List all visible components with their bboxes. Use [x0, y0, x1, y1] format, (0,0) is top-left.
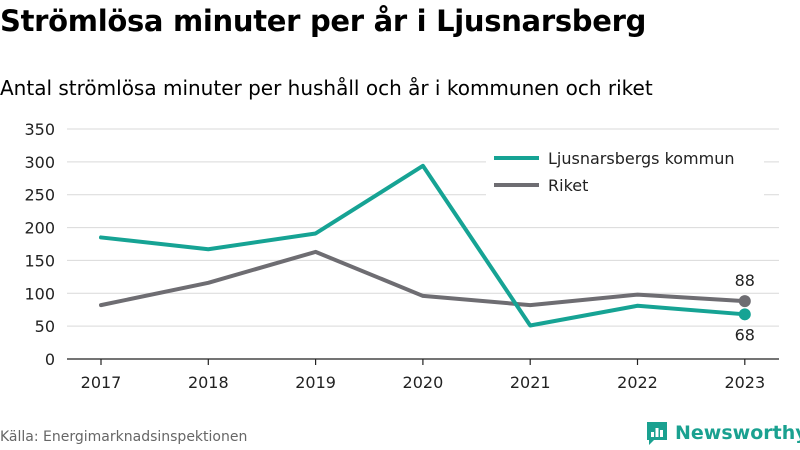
x-tick-label: 2019 [295, 373, 336, 392]
y-axis-ticks: 0 50 100 150 200 250 300 350 [24, 120, 55, 369]
legend-label: Riket [548, 176, 588, 195]
y-tick-label: 250 [24, 186, 55, 205]
end-marker [738, 308, 751, 321]
x-tick-label: 2023 [724, 373, 765, 392]
x-axis-ticks: 2017 2018 2019 2020 2021 2022 2023 [81, 359, 765, 392]
x-tick-label: 2021 [510, 373, 551, 392]
brand-name: Newsworthy [675, 422, 800, 444]
source-note: Källa: Energimarknadsinspektionen [0, 429, 248, 445]
series-lines [99, 163, 747, 328]
legend: Ljusnarsbergs kommun Riket [486, 142, 764, 204]
newsworthy-logo-icon [647, 422, 667, 445]
x-tick-label: 2018 [188, 373, 229, 392]
brand-logo: Newsworthy [645, 420, 800, 446]
legend-label: Ljusnarsbergs kommun [548, 149, 735, 168]
y-tick-label: 150 [24, 251, 55, 270]
legend-background [486, 142, 764, 204]
y-tick-label: 350 [24, 120, 55, 139]
series-line [99, 163, 747, 328]
y-tick-label: 100 [24, 284, 55, 303]
series-line [99, 249, 747, 308]
chart-subtitle: Antal strömlösa minuter per hushåll och … [0, 76, 653, 100]
end-markers: 68 88 [735, 271, 755, 344]
y-tick-label: 0 [45, 350, 55, 369]
end-value-label: 88 [735, 271, 755, 290]
y-tick-label: 300 [24, 153, 55, 172]
end-marker [738, 295, 751, 308]
end-value-label: 68 [735, 325, 755, 344]
x-tick-label: 2020 [403, 373, 444, 392]
x-tick-label: 2017 [81, 373, 122, 392]
chart-title: Strömlösa minuter per år i Ljusnarsberg [0, 4, 647, 38]
x-tick-label: 2022 [617, 373, 658, 392]
y-tick-label: 50 [35, 317, 55, 336]
y-tick-label: 200 [24, 219, 55, 238]
